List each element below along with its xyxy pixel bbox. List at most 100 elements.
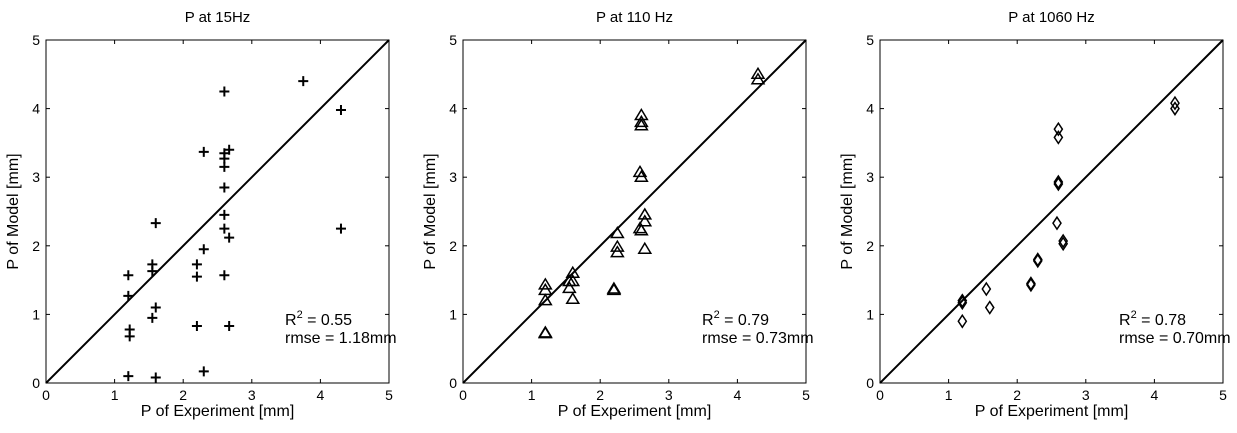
y-tick-label: 1 [32,306,40,322]
data-point [565,265,581,278]
data-point [224,144,235,155]
x-tick-label: 4 [317,387,325,403]
data-point [150,372,161,383]
x-tick-label: 5 [385,387,393,403]
data-point [224,232,235,243]
reference-line [462,39,807,384]
y-tick-label: 2 [449,238,457,254]
data-point [191,271,202,282]
r2-value: = 0.79 [720,312,769,329]
reference-line [45,39,390,384]
data-point [537,326,553,339]
x-tick-label: 2 [596,387,604,403]
data-point [1053,130,1064,145]
x-axis-label: P of Experiment [mm] [975,403,1129,420]
data-point [1032,253,1043,269]
data-point [634,118,649,131]
y-tick-label: 0 [866,375,874,391]
data-point [637,241,653,254]
data-points [957,95,1180,329]
data-point [198,146,209,157]
y-axis-label: P of Model [mm] [839,153,856,269]
y-tick-label: 0 [449,375,457,391]
y-tick-label: 2 [866,238,874,254]
data-point [637,207,653,220]
data-point [1053,174,1064,190]
x-tick-label: 1 [945,387,953,403]
y-tick-label: 3 [32,169,40,185]
r2-superscript: 2 [1131,309,1137,321]
axes-frame [879,39,1224,384]
data-point [198,244,209,255]
x-tick-label: 5 [1219,387,1227,403]
data-point [957,293,968,309]
y-tick-label: 5 [866,32,874,48]
data-point [634,108,649,121]
x-tick-label: 3 [1082,387,1090,403]
data-point [565,291,581,305]
data-point [637,214,653,227]
r2-superscript: 2 [297,309,303,321]
r2-label: R [1119,312,1131,329]
panel-1060hz: 0 1 2 3 4 5 0 1 2 3 4 5 P at 1060 Hz P of Experiment … [839,9,1231,420]
reference-line [879,39,1224,384]
x-tick-label: 2 [179,387,187,403]
r2-label: R [285,312,297,329]
data-point [224,321,235,332]
data-point [1053,176,1064,192]
data-point [537,277,553,290]
data-point [750,72,766,85]
y-tick-label: 1 [449,306,457,322]
y-tick-label: 2 [32,238,40,254]
data-point [565,274,581,287]
rmse-annotation: rmse = 0.70mm [1119,330,1231,347]
data-point [1170,95,1180,111]
data-point [1053,121,1064,137]
data-point [1026,277,1036,293]
y-axis-label: P of Model [mm] [422,153,439,269]
data-point [191,259,202,270]
x-tick-label: 0 [42,387,50,403]
data-points [537,66,766,339]
data-point [1058,233,1069,249]
data-point [984,300,995,315]
y-tick-label: 5 [32,32,40,48]
x-tick-label: 3 [665,387,673,403]
y-tick-label: 4 [866,101,874,117]
data-point [298,76,309,87]
x-axis-label: P of Experiment [mm] [141,403,295,420]
x-tick-label: 3 [248,387,256,403]
data-point [610,239,625,252]
data-point [634,223,649,236]
chart-title: P at 110 Hz [596,9,673,26]
data-point [1026,276,1036,291]
x-axis-label: P of Experiment [mm] [558,403,712,420]
data-point [1058,236,1069,252]
data-point [198,366,209,377]
x-tick-label: 2 [1013,387,1021,403]
r2-superscript: 2 [714,309,720,321]
data-point [219,270,230,281]
panel-15hz: 0 1 2 3 4 5 0 1 2 3 4 5 P at 15Hz P of Experiment [mm… [5,9,397,420]
y-tick-label: 3 [866,169,874,185]
x-tick-label: 4 [734,387,742,403]
y-tick-label: 3 [449,169,457,185]
r2-annotation: R2 = 0.79 [702,309,769,329]
axes-frame [45,39,390,384]
r2-annotation: R2 = 0.55 [285,309,352,329]
data-point [562,280,577,294]
chart-title: P at 15Hz [185,9,251,26]
data-point [219,182,230,193]
axes-frame [462,39,807,384]
data-point [981,281,992,297]
data-point [150,302,161,313]
y-tick-label: 5 [449,32,457,48]
data-point [147,266,158,277]
data-point [219,223,230,234]
x-tick-label: 1 [111,387,119,403]
x-tick-label: 0 [459,387,467,403]
data-point [219,209,230,220]
data-point [124,331,135,342]
